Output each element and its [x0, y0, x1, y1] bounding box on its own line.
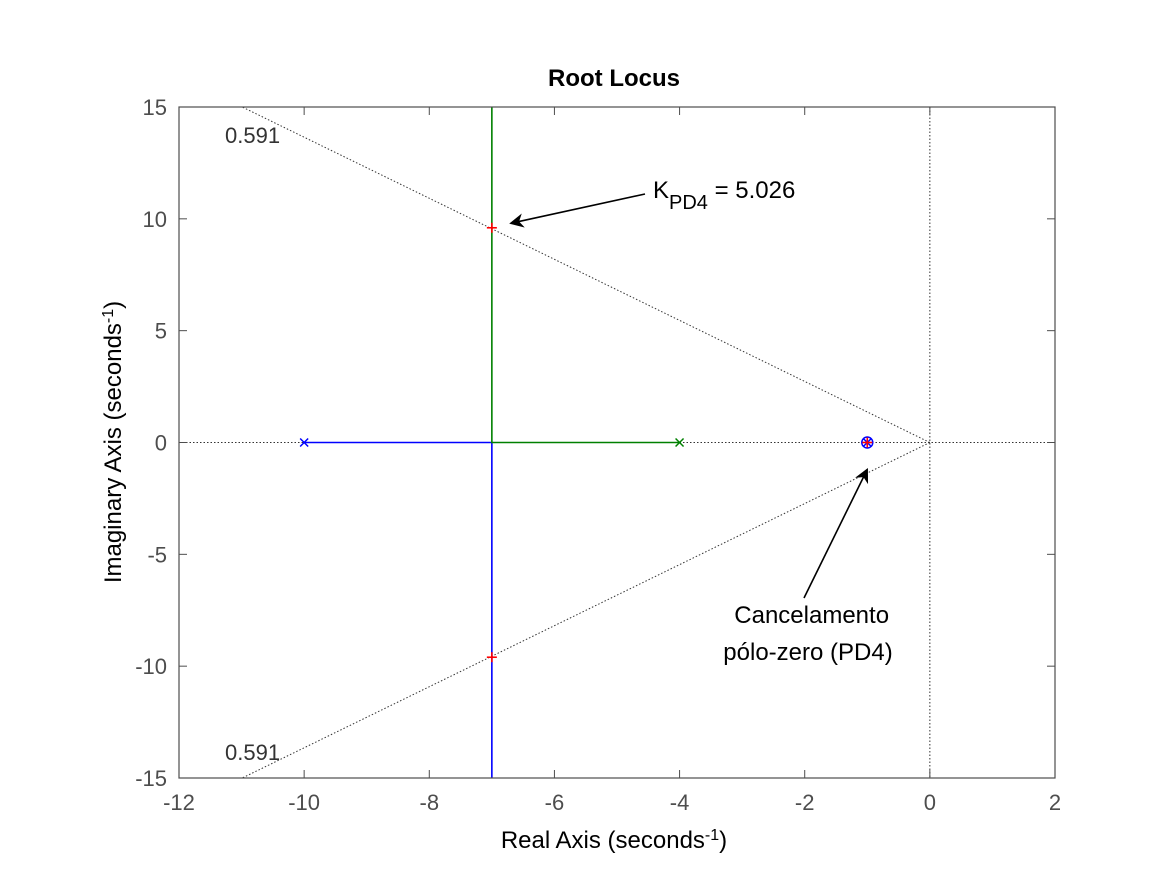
y-tick-label: -15: [135, 766, 167, 791]
locus-branches: [304, 107, 680, 778]
x-tick-label: 2: [1049, 790, 1061, 815]
cancellation-annotation: Cancelamento pólo-zero (PD4): [723, 602, 895, 666]
y-tick-label: 5: [155, 319, 167, 344]
x-tick-label: -2: [795, 790, 815, 815]
gain-annotation-arrow: [509, 193, 646, 228]
closed-loop-pole-3: [862, 437, 873, 448]
locus-branch-1: [304, 441, 493, 778]
x-tick-label: -10: [288, 790, 320, 815]
y-tick-label: 15: [143, 95, 167, 120]
x-tick-label: 0: [924, 790, 936, 815]
locus-branch-2: [491, 107, 680, 444]
y-tick-label: -10: [135, 654, 167, 679]
x-tick-label: -4: [670, 790, 690, 815]
axis-ticks: -12 -10 -8 -6 -4 -2 0 2 -15 -10 -5 0 5 10 15: [135, 95, 1061, 815]
damping-label-bottom: 0.591: [225, 740, 280, 765]
open-loop-pole-2: [675, 437, 685, 448]
y-tick-label: 0: [155, 431, 167, 456]
x-tick-label: -12: [163, 790, 195, 815]
zero-1: [861, 436, 874, 449]
open-loop-pole-1: [299, 437, 309, 448]
x-tick-label: -6: [545, 790, 565, 815]
damping-label-top: 0.591: [225, 123, 280, 148]
y-tick-label: 10: [143, 207, 167, 232]
pole-zero-markers: [299, 222, 874, 663]
chart-title: Root Locus: [548, 65, 680, 92]
y-tick-label: -5: [147, 542, 167, 567]
damping-line-upper: [241, 107, 931, 443]
x-axis-title: Real Axis (seconds-1): [501, 827, 727, 855]
closed-loop-pole-1: [486, 222, 497, 233]
closed-loop-pole-2: [486, 652, 497, 663]
cancellation-annotation-arrow: [803, 468, 869, 599]
damping-line-lower: [241, 442, 931, 778]
y-axis-title: Imaginary Axis (seconds-1): [100, 301, 128, 583]
gain-annotation: KPD4 = 5.026: [653, 177, 795, 214]
x-tick-label: -8: [420, 790, 440, 815]
